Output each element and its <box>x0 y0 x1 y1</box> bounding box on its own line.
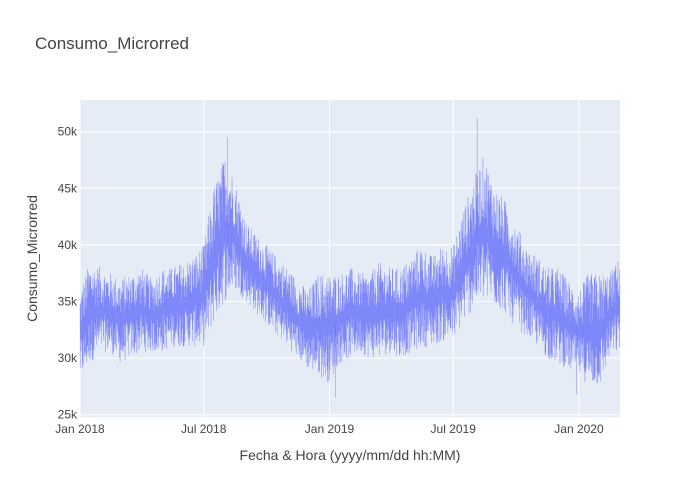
plot-area <box>80 100 620 417</box>
x-axis-ticks: Jan 2018 Jul 2018 Jan 2019 Jul 2019 Jan 2020 <box>55 422 604 436</box>
x-tick-label: Jul 2019 <box>431 422 477 436</box>
chart-title: Consumo_Microrred <box>35 34 189 53</box>
y-tick-label: 35k <box>58 295 78 309</box>
y-tick-label: 25k <box>58 408 78 422</box>
y-tick-label: 30k <box>58 351 78 365</box>
trace-consumo <box>79 118 621 398</box>
x-tick-label: Jan 2019 <box>305 422 355 436</box>
y-axis-ticks: 25k 30k 35k 40k 45k 50k <box>58 125 78 422</box>
y-tick-label: 40k <box>58 238 78 252</box>
y-axis-label: Consumo_Microrred <box>24 195 40 322</box>
y-tick-label: 50k <box>58 125 78 139</box>
series-line <box>79 157 621 384</box>
y-tick-label: 45k <box>58 181 78 195</box>
x-tick-label: Jul 2018 <box>181 422 227 436</box>
x-tick-label: Jan 2018 <box>55 422 105 436</box>
x-tick-label: Jan 2020 <box>554 422 604 436</box>
x-axis-label: Fecha & Hora (yyyy/mm/dd hh:MM) <box>240 447 461 463</box>
